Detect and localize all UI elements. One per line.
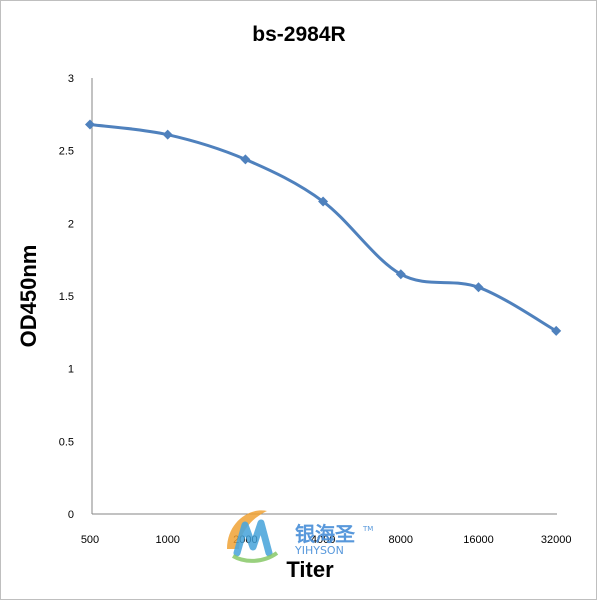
x-tick-label: 16000 (463, 534, 494, 546)
data-point-marker (551, 325, 562, 336)
watermark-trademark: TM (362, 525, 373, 533)
x-tick-label: 4000 (311, 534, 335, 546)
watermark-brand-cn: 银海圣 (295, 522, 356, 546)
y-tick-label: 3 (68, 73, 74, 85)
watermark-brand-en: YIHYSON (294, 544, 344, 557)
brand-logo-icon (227, 510, 279, 563)
x-tick-labels: 500 1000 2000 4000 8000 16000 32000 (81, 534, 572, 546)
y-tick-label: 2 (68, 218, 74, 230)
data-point-marker (318, 196, 329, 207)
series-line (88, 123, 558, 333)
data-point-marker (162, 129, 173, 140)
x-tick-label: 500 (81, 534, 99, 546)
y-tick-label: 1.5 (59, 291, 74, 303)
brand-watermark: 银海圣 TM YIHYSON (227, 510, 373, 563)
x-axis: 500 1000 2000 4000 8000 16000 32000 (81, 513, 572, 546)
chart-title: bs-2984R (252, 23, 345, 46)
x-axis-title: Titer (286, 557, 334, 582)
y-tick-label: 0.5 (59, 436, 74, 448)
y-axis-title: OD450nm (16, 245, 41, 348)
data-point-marker (473, 282, 484, 293)
y-tick-label: 0 (68, 509, 74, 521)
y-tick-labels: 0 0.5 1 1.5 2 2.5 3 (59, 73, 74, 521)
x-tick-label: 8000 (389, 534, 413, 546)
x-tick-label: 1000 (155, 534, 179, 546)
y-tick-label: 1 (68, 364, 74, 376)
data-point-marker (395, 269, 406, 280)
y-axis: 0 0.5 1 1.5 2 2.5 3 (59, 73, 93, 521)
data-point-marker (240, 154, 251, 165)
plot-area (85, 119, 562, 336)
y-tick-label: 2.5 (59, 146, 74, 158)
x-tick-label: 32000 (541, 534, 572, 546)
data-point-marker (85, 119, 95, 130)
